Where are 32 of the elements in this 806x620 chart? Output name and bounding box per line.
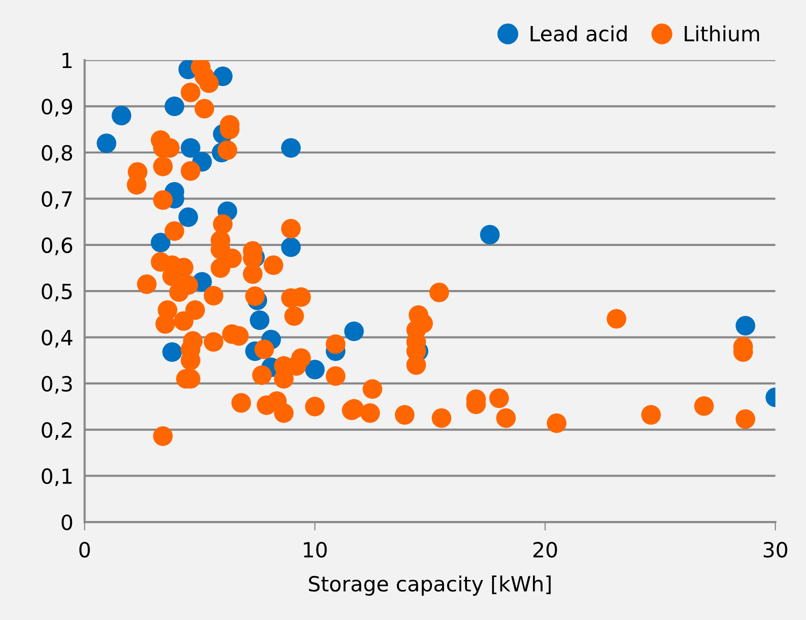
point xyxy=(281,237,301,258)
point xyxy=(250,310,270,330)
point xyxy=(736,316,756,336)
y-tick-label: 0,7 xyxy=(42,191,72,210)
point xyxy=(96,133,116,154)
x-tick-label: 10 xyxy=(304,542,327,558)
y-tick-label: 1 xyxy=(62,52,72,68)
point xyxy=(112,106,132,126)
point xyxy=(164,96,184,116)
y-tick-label: 0,5 xyxy=(42,284,72,302)
y-tick-label: 0 xyxy=(62,514,72,530)
y-tick-label: 0,1 xyxy=(42,468,72,486)
point xyxy=(150,232,170,252)
x-tick-label: 30 xyxy=(764,542,788,558)
legend-label: Lithium xyxy=(684,25,760,42)
point xyxy=(480,224,500,245)
y-tick-label: 0,8 xyxy=(42,144,72,163)
x-tick-label: 0 xyxy=(79,542,90,558)
point xyxy=(180,138,200,158)
y-tick-label: 0,3 xyxy=(42,376,72,394)
point xyxy=(305,360,325,380)
point xyxy=(162,342,182,362)
x-tick-label: 20 xyxy=(533,542,557,558)
x-axis-title: Storage capacity [kWh] xyxy=(308,576,551,596)
y-tick-label: 0,2 xyxy=(42,422,72,440)
y-tick-label: 0,6 xyxy=(42,237,72,256)
y-tick-label: 0,4 xyxy=(42,330,72,348)
y-tick-label: 0,9 xyxy=(42,98,72,117)
point xyxy=(344,321,364,342)
point xyxy=(281,138,301,158)
point xyxy=(178,207,198,228)
legend-label: Lead acid xyxy=(530,25,627,42)
